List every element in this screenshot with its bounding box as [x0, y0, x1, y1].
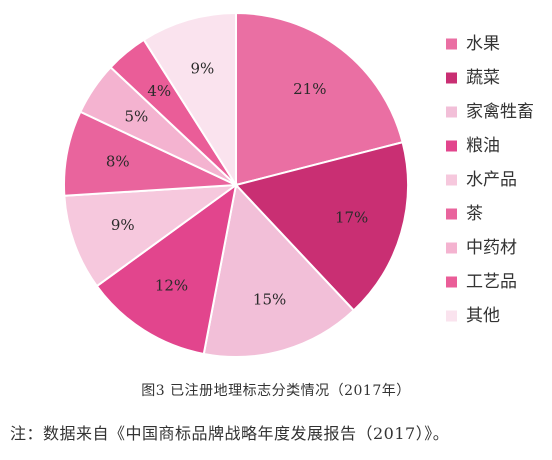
slice-value-label: 17% [335, 209, 368, 227]
slice-value-label: 15% [253, 291, 286, 309]
legend-swatch [446, 174, 457, 186]
pie-slice [234, 141, 410, 312]
legend-label: 蔬菜 [466, 68, 500, 88]
slice-value-label: 9% [191, 59, 215, 77]
legend-label: 水产品 [466, 170, 517, 190]
legend-swatch [446, 208, 457, 220]
figure-caption: 图3 已注册地理标志分类情况（2017年） [141, 383, 411, 399]
legend-swatch [446, 140, 457, 152]
legend-swatch [446, 106, 457, 118]
slice-value-label: 12% [155, 277, 188, 295]
legend-swatch [446, 310, 457, 322]
slice-value-label: 21% [293, 80, 326, 98]
pie-slice [63, 183, 240, 288]
legend-label: 茶 [466, 204, 483, 224]
pie-slice [142, 11, 237, 189]
slice-value-label: 9% [111, 216, 135, 234]
legend-label: 水果 [466, 34, 500, 54]
legend-swatch [446, 38, 457, 50]
slice-value-label: 4% [147, 82, 171, 100]
pie-slice [202, 182, 356, 358]
legend-label: 工艺品 [466, 272, 517, 292]
pie-labels: 21% 17% 15% 12% 9% 8% 5% 4% 9% [106, 59, 368, 308]
legend-label: 中药材 [466, 238, 517, 258]
pie-slice [95, 182, 238, 356]
source-note: 注：数据来自《中国商标品牌战略年度发展报告（2017）》。 [10, 424, 450, 443]
legend-label: 其他 [466, 306, 500, 326]
pie-slices [63, 11, 410, 358]
legend-label: 家禽牲畜 [466, 102, 534, 122]
legend-swatch [446, 276, 457, 288]
legend-swatch [446, 242, 457, 254]
legend-label: 粮油 [466, 136, 500, 156]
legend-swatch [446, 72, 457, 84]
slice-value-label: 8% [106, 152, 130, 170]
pie-slice [235, 11, 404, 187]
slice-value-label: 5% [125, 107, 149, 125]
